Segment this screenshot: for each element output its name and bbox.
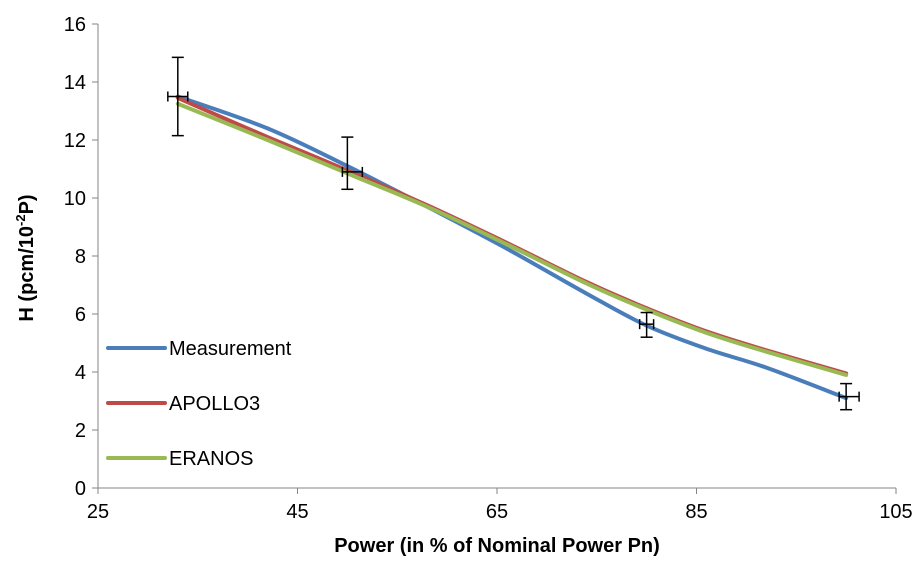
error-bar bbox=[838, 382, 860, 411]
series-line-apollo3 bbox=[175, 95, 849, 376]
axis-ticks: 0 2 4 6 8 10 12 14 16 25 45 65 85 105 bbox=[64, 14, 913, 523]
error-bar bbox=[638, 311, 655, 338]
legend-label: APOLLO3 bbox=[169, 393, 260, 415]
x-tick-label: 25 bbox=[87, 501, 109, 523]
y-tick-label: 4 bbox=[75, 362, 86, 384]
y-tick-label: 14 bbox=[64, 72, 86, 94]
legend-label: ERANOS bbox=[169, 448, 253, 470]
x-tick-label: 65 bbox=[486, 501, 508, 523]
error-bar bbox=[341, 136, 364, 191]
x-tick-label: 45 bbox=[286, 501, 308, 523]
legend: Measurement APOLLO3 ERANOS bbox=[106, 338, 292, 470]
y-axis-title-tail: P) bbox=[16, 194, 38, 214]
x-tick-label: 105 bbox=[879, 501, 912, 523]
error-bar bbox=[167, 56, 189, 137]
legend-item: ERANOS bbox=[106, 448, 253, 470]
y-axis-title-base: H (pcm/10 bbox=[16, 226, 38, 322]
legend-label: Measurement bbox=[169, 338, 292, 360]
legend-item: Measurement bbox=[106, 338, 292, 360]
y-tick-label: 10 bbox=[64, 188, 86, 210]
series-line-measurement bbox=[175, 94, 849, 401]
y-tick-label: 2 bbox=[75, 420, 86, 442]
legend-item: APOLLO3 bbox=[106, 393, 260, 415]
y-tick-label: 0 bbox=[75, 478, 86, 500]
x-axis-title: Power (in % of Nominal Power Pn) bbox=[334, 535, 660, 557]
y-tick-label: 16 bbox=[64, 14, 86, 36]
error-bars-group bbox=[167, 56, 860, 411]
y-tick-label: 8 bbox=[75, 246, 86, 268]
y-tick-label: 12 bbox=[64, 130, 86, 152]
series-line-eranos bbox=[175, 101, 849, 377]
y-axis-title-superscript: -2 bbox=[13, 214, 28, 226]
y-tick-label: 6 bbox=[75, 304, 86, 326]
series-group bbox=[175, 94, 849, 401]
x-tick-label: 85 bbox=[685, 501, 707, 523]
y-axis-title: H (pcm/10-2P) bbox=[13, 194, 38, 321]
